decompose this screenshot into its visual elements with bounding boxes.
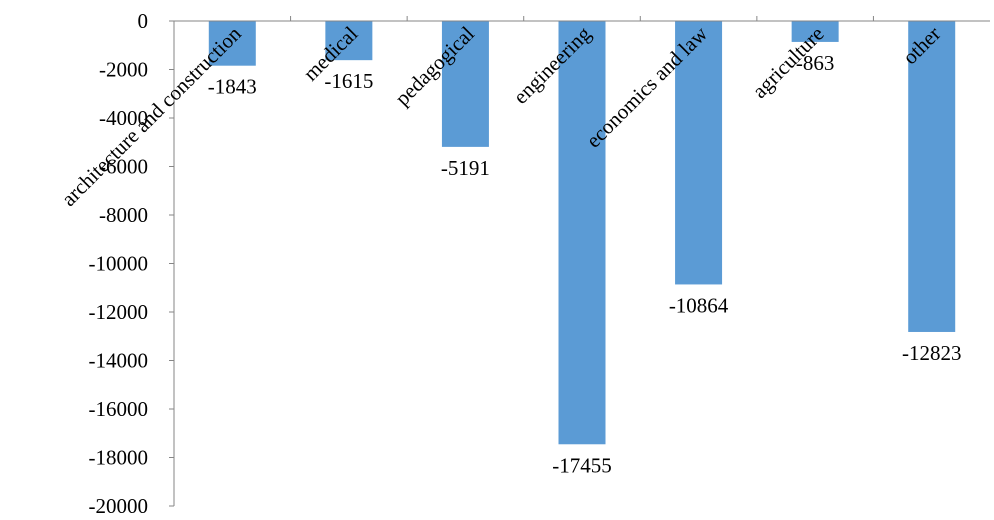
bar [441,21,489,147]
data-label: -17455 [552,453,612,477]
bars-layer [208,21,956,445]
data-label: -1615 [324,69,373,93]
data-label: -5191 [441,156,490,180]
y-tick-label: -20000 [89,494,149,518]
bar [791,21,839,42]
data-label: -12823 [902,341,962,365]
y-tick-label: -18000 [89,446,149,470]
bar [675,21,723,285]
data-label: -1843 [208,75,257,99]
y-tick-label: -16000 [89,397,149,421]
y-tick-label: -14000 [89,349,149,373]
bar [558,21,606,445]
y-tick-label: -10000 [89,252,149,276]
labels-layer: -1843 -1615 -5191 -17455 -10864 -863 -12823 arc… [57,21,962,477]
y-tick-label: -8000 [99,203,148,227]
y-tick-label: -6000 [99,155,148,179]
y-tick-label: -12000 [89,300,149,324]
data-label: -10864 [669,293,729,317]
y-tick-label: -4000 [99,106,148,130]
y-tick-label: -2000 [99,58,148,82]
axis-layer: 0 -2000 -4000 -6000 -8000 -10000 -12000 -14000 -… [89,9,990,518]
bar [908,21,956,332]
category-label: architecture and construction [57,21,247,211]
y-tick-label: 0 [138,9,149,33]
bar [325,21,373,61]
data-label: -863 [796,51,835,75]
bar [208,21,256,66]
